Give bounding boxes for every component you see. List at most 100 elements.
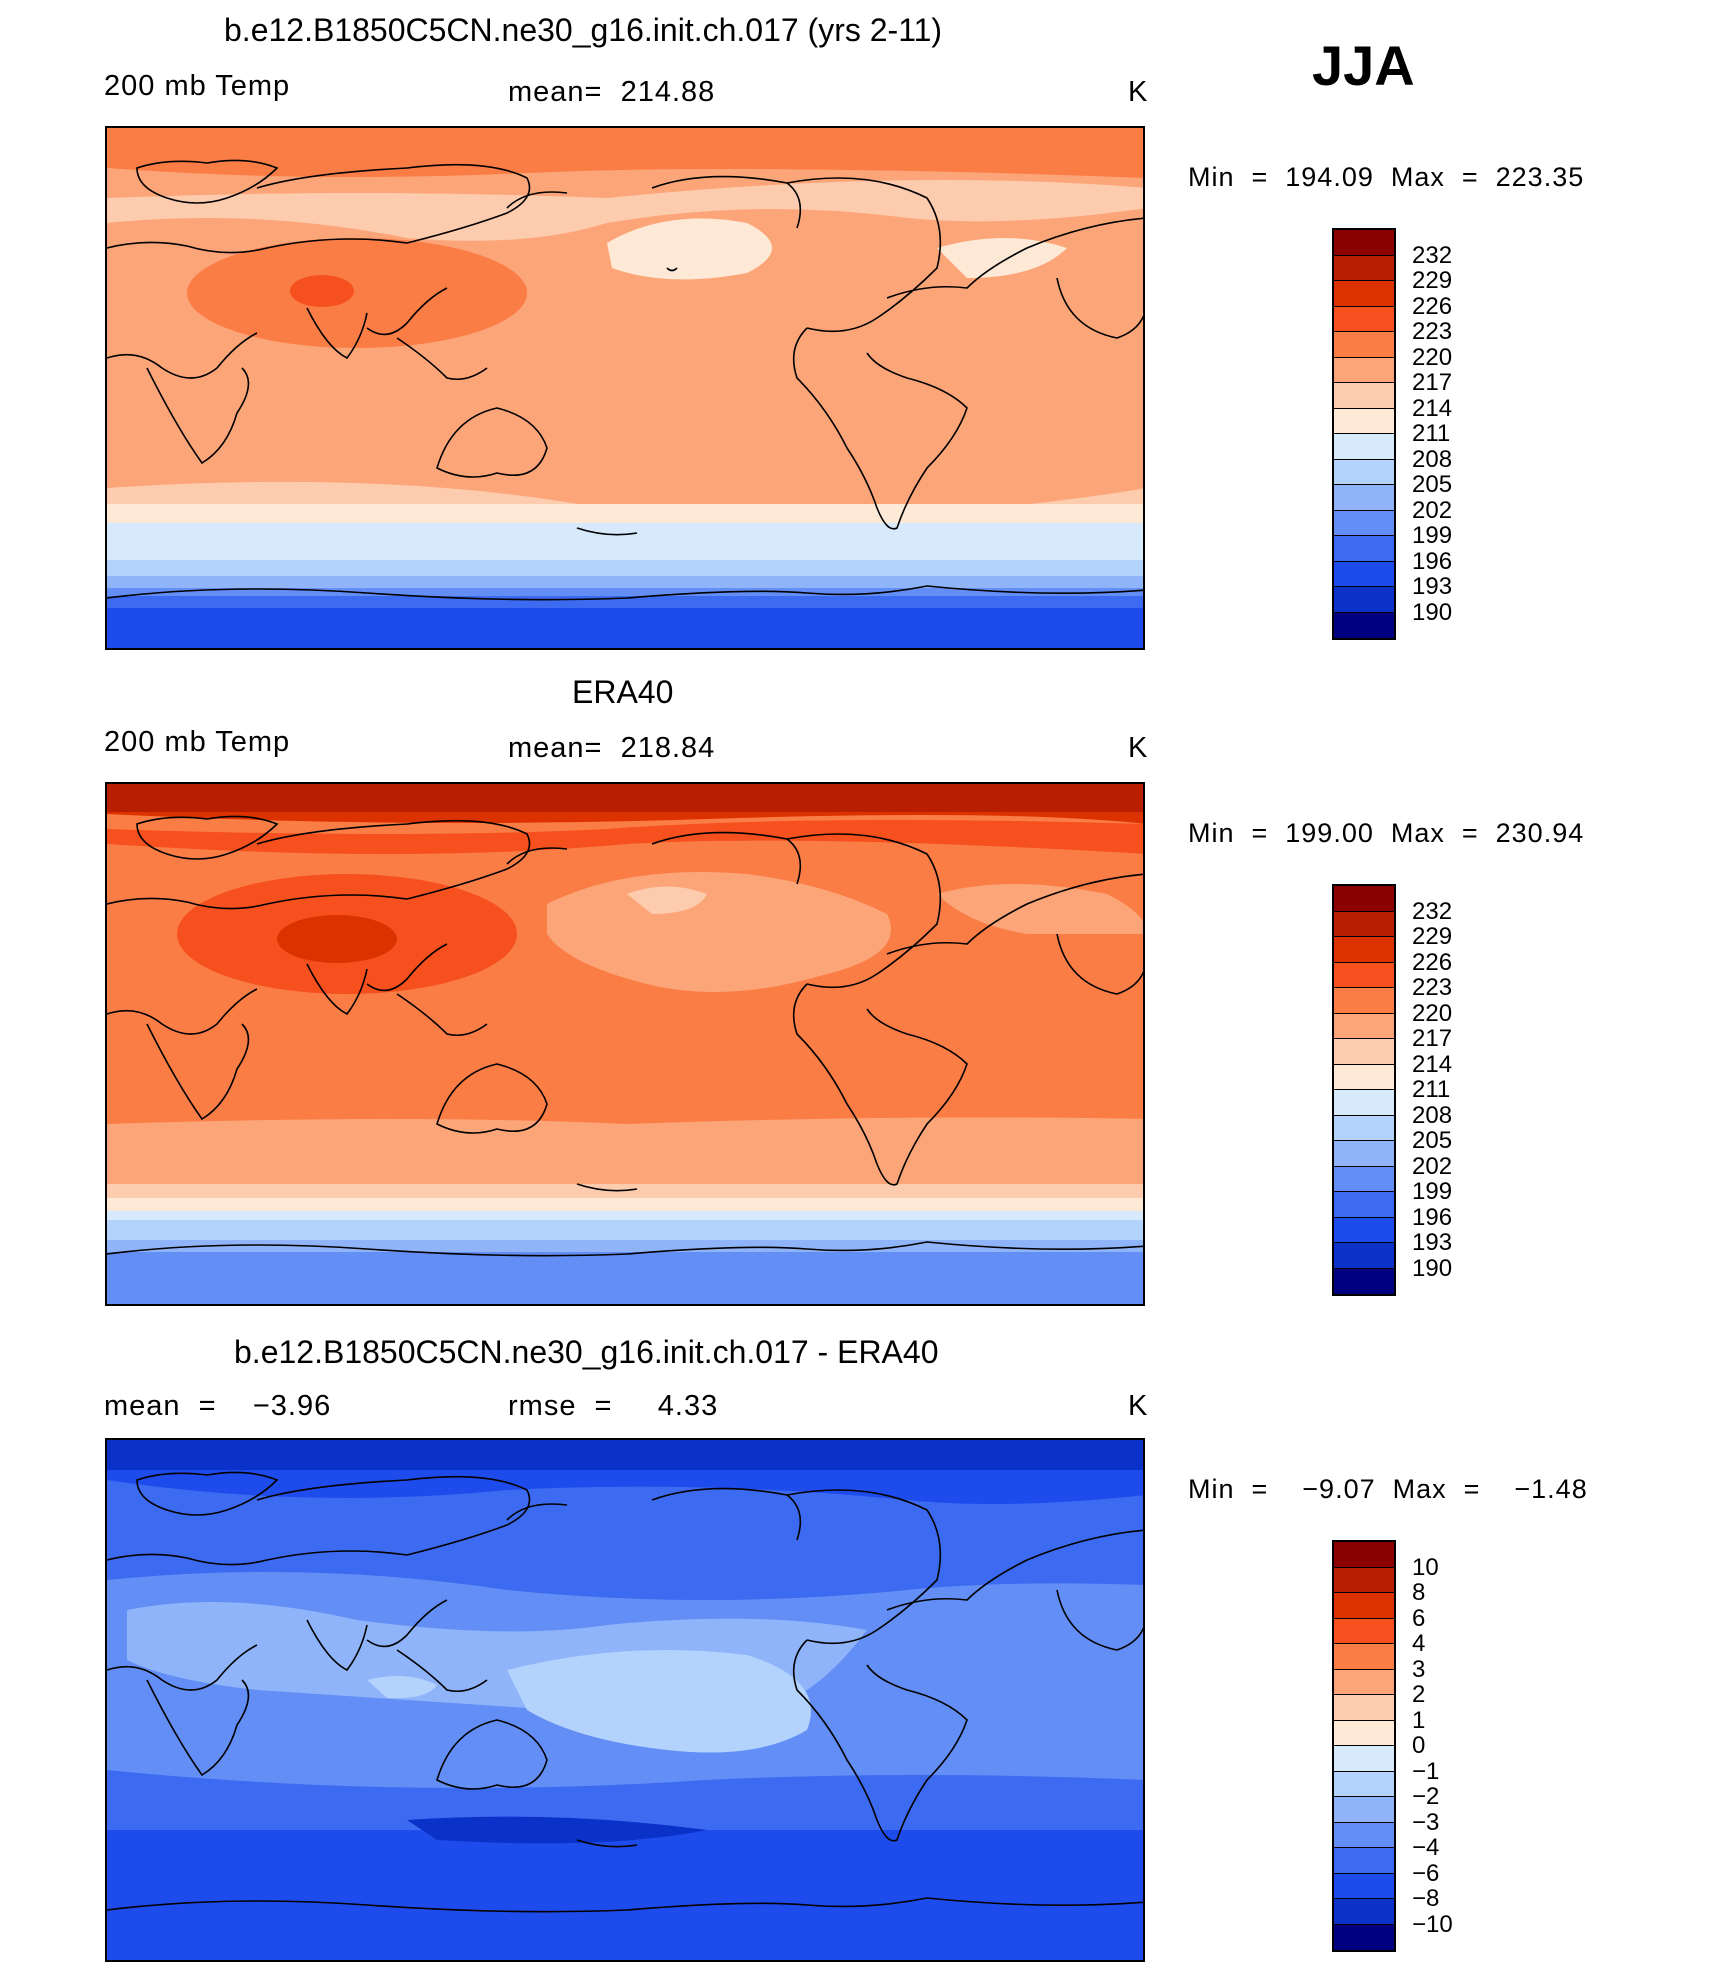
colorbar-segment bbox=[1334, 1873, 1394, 1899]
colorbar-segment bbox=[1334, 383, 1394, 409]
colorbar-tick-label: 220 bbox=[1412, 343, 1453, 371]
colorbar-segment bbox=[1334, 1013, 1394, 1039]
colorbar-segment bbox=[1334, 1141, 1394, 1167]
colorbar-tick-label: 232 bbox=[1412, 241, 1453, 269]
diff-colorbar bbox=[1332, 1540, 1396, 1952]
model-variable-label: 200 mb Temp bbox=[104, 70, 291, 102]
colorbar-tick-label: 202 bbox=[1412, 496, 1453, 524]
colorbar-segment bbox=[1334, 1217, 1394, 1243]
colorbar-tick-label: 208 bbox=[1412, 1101, 1453, 1129]
diff-temperature-map bbox=[105, 1438, 1145, 1962]
obs-units-label: K bbox=[1128, 732, 1149, 764]
colorbar-tick-label: 4 bbox=[1412, 1630, 1426, 1657]
colorbar-tick-label: 226 bbox=[1412, 948, 1453, 976]
obs-variable-label: 200 mb Temp bbox=[104, 726, 291, 758]
colorbar-tick-label: 226 bbox=[1412, 292, 1453, 320]
colorbar-tick-label: 202 bbox=[1412, 1152, 1453, 1180]
colorbar-tick-label: 190 bbox=[1412, 1254, 1453, 1282]
colorbar-tick-label: 2 bbox=[1412, 1681, 1426, 1708]
colorbar-segment bbox=[1334, 962, 1394, 988]
colorbar-segment bbox=[1334, 1039, 1394, 1065]
colorbar-tick-label: −10 bbox=[1412, 1910, 1453, 1938]
colorbar-segment bbox=[1334, 1618, 1394, 1644]
colorbar-tick-label: 214 bbox=[1412, 394, 1453, 422]
colorbar-tick-label: 193 bbox=[1412, 573, 1453, 600]
diff-panel-title: b.e12.B1850C5CN.ne30_g16.init.ch.017 - E… bbox=[234, 1334, 939, 1370]
colorbar-tick-label: 0 bbox=[1412, 1732, 1426, 1759]
colorbar-segment bbox=[1334, 1822, 1394, 1848]
colorbar-tick-label: 205 bbox=[1412, 471, 1453, 498]
colorbar-tick-label: −2 bbox=[1412, 1783, 1440, 1810]
colorbar-segment bbox=[1334, 1669, 1394, 1695]
colorbar-tick-label: 199 bbox=[1412, 1178, 1453, 1205]
colorbar-segment bbox=[1334, 1899, 1394, 1925]
colorbar-tick-label: 214 bbox=[1412, 1050, 1453, 1078]
colorbar-tick-label: 220 bbox=[1412, 999, 1453, 1027]
colorbar-tick-label: 205 bbox=[1412, 1127, 1453, 1154]
colorbar-tick-label: 211 bbox=[1412, 420, 1451, 447]
colorbar-segment bbox=[1334, 485, 1394, 511]
colorbar-segment bbox=[1334, 1848, 1394, 1874]
colorbar-tick-label: 196 bbox=[1412, 1203, 1453, 1231]
colorbar-tick-label: 223 bbox=[1412, 974, 1453, 1001]
colorbar-tick-label: 1 bbox=[1412, 1706, 1426, 1734]
colorbar-tick-label: 211 bbox=[1412, 1076, 1451, 1103]
colorbar-segment bbox=[1334, 230, 1394, 256]
obs-min-max-label: Min = 199.00 Max = 230.94 bbox=[1188, 818, 1585, 848]
colorbar-tick-label: 6 bbox=[1412, 1604, 1426, 1632]
colorbar-segment bbox=[1334, 1243, 1394, 1269]
colorbar-segment bbox=[1334, 1166, 1394, 1192]
model-min-max-label: Min = 194.09 Max = 223.35 bbox=[1188, 162, 1585, 192]
model-colorbar bbox=[1332, 228, 1396, 640]
colorbar-segment bbox=[1334, 459, 1394, 485]
colorbar-tick-label: 196 bbox=[1412, 547, 1453, 575]
colorbar-segment bbox=[1334, 1720, 1394, 1746]
colorbar-tick-label: −3 bbox=[1412, 1808, 1440, 1836]
colorbar-tick-label: 190 bbox=[1412, 598, 1453, 626]
colorbar-tick-label: 193 bbox=[1412, 1229, 1453, 1256]
colorbar-tick-label: −8 bbox=[1412, 1885, 1440, 1912]
colorbar-segment bbox=[1334, 1090, 1394, 1116]
colorbar-segment bbox=[1334, 536, 1394, 562]
colorbar-tick-label: −1 bbox=[1412, 1757, 1440, 1785]
colorbar-tick-label: 217 bbox=[1412, 369, 1453, 396]
colorbar-segment bbox=[1334, 937, 1394, 963]
colorbar-segment bbox=[1334, 886, 1394, 912]
colorbar-tick-label: −6 bbox=[1412, 1859, 1440, 1887]
colorbar-segment bbox=[1334, 306, 1394, 332]
colorbar-segment bbox=[1334, 561, 1394, 587]
obs-colorbar bbox=[1332, 884, 1396, 1296]
diff-units-label: K bbox=[1128, 1390, 1149, 1422]
colorbar-segment bbox=[1334, 612, 1394, 638]
colorbar-segment bbox=[1334, 1192, 1394, 1218]
model-panel-title: b.e12.B1850C5CN.ne30_g16.init.ch.017 (yr… bbox=[224, 12, 943, 48]
colorbar-segment bbox=[1334, 255, 1394, 281]
colorbar-segment bbox=[1334, 988, 1394, 1014]
colorbar-segment bbox=[1334, 1644, 1394, 1670]
colorbar-tick-label: 223 bbox=[1412, 318, 1453, 345]
colorbar-segment bbox=[1334, 357, 1394, 383]
colorbar-segment bbox=[1334, 281, 1394, 307]
colorbar-tick-label: 208 bbox=[1412, 445, 1453, 473]
obs-mean-label: mean= 218.84 bbox=[508, 732, 716, 764]
colorbar-tick-label: 229 bbox=[1412, 267, 1453, 294]
model-temperature-map bbox=[105, 126, 1145, 650]
colorbar-segment bbox=[1334, 1567, 1394, 1593]
colorbar-segment bbox=[1334, 1542, 1394, 1568]
colorbar-tick-label: 199 bbox=[1412, 522, 1453, 549]
model-units-label: K bbox=[1128, 76, 1149, 108]
diff-mean-label: mean = −3.96 bbox=[104, 1390, 332, 1422]
colorbar-segment bbox=[1334, 1797, 1394, 1823]
colorbar-segment bbox=[1334, 587, 1394, 613]
colorbar-segment bbox=[1334, 1924, 1394, 1950]
diff-rmse-label: rmse = 4.33 bbox=[508, 1390, 719, 1422]
model-mean-label: mean= 214.88 bbox=[508, 76, 716, 108]
colorbar-tick-label: 10 bbox=[1412, 1553, 1439, 1581]
colorbar-segment bbox=[1334, 911, 1394, 937]
colorbar-segment bbox=[1334, 1268, 1394, 1294]
diff-min-max-label: Min = −9.07 Max = −1.48 bbox=[1188, 1474, 1588, 1504]
colorbar-segment bbox=[1334, 1746, 1394, 1772]
season-label: JJA bbox=[1312, 34, 1415, 97]
obs-panel-title: ERA40 bbox=[572, 674, 674, 710]
colorbar-tick-label: 8 bbox=[1412, 1579, 1426, 1606]
